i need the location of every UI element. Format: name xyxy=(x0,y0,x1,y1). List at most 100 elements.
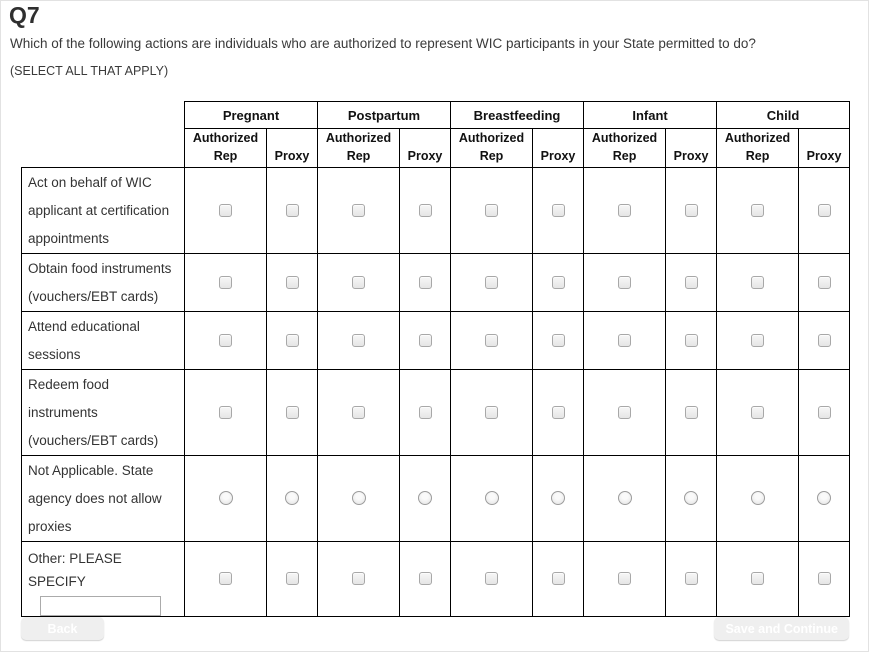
checkbox[interactable] xyxy=(219,333,232,347)
checkbox[interactable] xyxy=(352,572,365,586)
answer-cell xyxy=(266,311,318,370)
column-group-breastfeeding: Breastfeeding xyxy=(450,101,585,129)
checkbox[interactable] xyxy=(684,572,698,586)
checkbox[interactable] xyxy=(618,405,632,419)
checkbox[interactable] xyxy=(418,572,432,586)
radio-button[interactable] xyxy=(750,491,765,506)
checkbox[interactable] xyxy=(817,333,831,347)
answer-cell xyxy=(665,369,718,456)
checkbox[interactable] xyxy=(551,405,565,419)
checkbox[interactable] xyxy=(352,203,365,217)
row-label-text: Attend educational sessions xyxy=(28,319,140,362)
corner-spacer xyxy=(22,102,185,168)
checkbox[interactable] xyxy=(684,203,698,217)
radio-button[interactable] xyxy=(285,491,299,506)
radio-button[interactable] xyxy=(218,491,233,506)
checkbox[interactable] xyxy=(418,405,432,419)
checkbox[interactable] xyxy=(684,333,698,347)
checkbox[interactable] xyxy=(618,203,632,217)
radio-button[interactable] xyxy=(484,491,499,506)
radio-button[interactable] xyxy=(551,491,566,506)
checkbox[interactable] xyxy=(751,572,765,586)
checkbox[interactable] xyxy=(219,203,232,217)
checkbox[interactable] xyxy=(684,275,698,289)
answer-cell xyxy=(798,167,851,254)
answer-cell xyxy=(716,253,800,312)
checkbox[interactable] xyxy=(485,333,499,347)
checkbox[interactable] xyxy=(551,203,565,217)
checkbox[interactable] xyxy=(352,405,365,419)
checkbox[interactable] xyxy=(285,275,299,289)
radio-button[interactable] xyxy=(684,491,699,506)
row-label: Redeem food instruments (vouchers/EBT ca… xyxy=(21,369,185,456)
subheader-authorized-rep: Authorized Rep xyxy=(317,128,400,168)
checkbox[interactable] xyxy=(817,572,831,586)
checkbox[interactable] xyxy=(551,275,565,289)
answer-cell xyxy=(450,455,534,542)
checkbox[interactable] xyxy=(219,572,232,586)
checkbox[interactable] xyxy=(485,405,499,419)
answer-cell xyxy=(583,455,667,542)
row-label: Attend educational sessions xyxy=(21,311,185,370)
checkbox[interactable] xyxy=(285,405,299,419)
checkbox[interactable] xyxy=(817,275,831,289)
table-row: Act on behalf of WIC applicant at certif… xyxy=(21,167,851,254)
answer-cell xyxy=(716,541,800,617)
row-label-text: Other: PLEASE SPECIFY xyxy=(28,551,122,589)
checkbox[interactable] xyxy=(618,333,632,347)
answer-cell xyxy=(583,541,667,617)
checkbox[interactable] xyxy=(352,275,365,289)
question-instruction: (SELECT ALL THAT APPLY) xyxy=(10,64,169,78)
checkbox[interactable] xyxy=(751,203,765,217)
checkbox[interactable] xyxy=(618,275,632,289)
radio-button[interactable] xyxy=(817,491,832,506)
row-label-text: Not Applicable. State agency does not al… xyxy=(28,463,162,534)
checkbox[interactable] xyxy=(418,275,432,289)
radio-button[interactable] xyxy=(351,491,366,506)
checkbox[interactable] xyxy=(285,203,299,217)
answer-cell xyxy=(266,541,318,617)
checkbox[interactable] xyxy=(751,275,765,289)
checkbox[interactable] xyxy=(485,572,499,586)
row-label-text: Obtain food instruments (vouchers/EBT ca… xyxy=(28,261,172,304)
checkbox[interactable] xyxy=(751,333,765,347)
answer-cell xyxy=(450,369,534,456)
checkbox[interactable] xyxy=(817,203,831,217)
subheader-authorized-rep: Authorized Rep xyxy=(450,128,534,168)
checkbox[interactable] xyxy=(352,333,365,347)
answer-cell xyxy=(583,311,667,370)
answer-cell xyxy=(266,167,318,254)
save-and-continue-button[interactable]: Save and Continue xyxy=(714,617,849,640)
answer-cell xyxy=(317,541,400,617)
checkbox[interactable] xyxy=(418,333,432,347)
answer-cell xyxy=(798,369,851,456)
checkbox[interactable] xyxy=(684,405,698,419)
checkbox[interactable] xyxy=(285,333,299,347)
answer-cell xyxy=(716,311,800,370)
column-group-pregnant: Pregnant xyxy=(184,101,318,129)
radio-button[interactable] xyxy=(617,491,632,506)
other-specify-input[interactable] xyxy=(40,596,161,616)
checkbox[interactable] xyxy=(551,572,565,586)
checkbox[interactable] xyxy=(618,572,632,586)
checkbox[interactable] xyxy=(751,405,765,419)
radio-button[interactable] xyxy=(418,491,432,506)
answer-cell xyxy=(716,455,800,542)
checkbox[interactable] xyxy=(418,203,432,217)
table-row: Attend educational sessions xyxy=(21,311,851,370)
checkbox[interactable] xyxy=(285,572,299,586)
column-group-postpartum: Postpartum xyxy=(316,101,452,129)
back-button[interactable]: Back xyxy=(21,617,104,640)
checkbox[interactable] xyxy=(485,275,499,289)
matrix-header: Pregnant Postpartum Breastfeeding Infant… xyxy=(22,101,851,168)
subheader-row: Authorized Rep Proxy Authorized Rep Prox… xyxy=(22,128,851,168)
checkbox[interactable] xyxy=(551,333,565,347)
checkbox[interactable] xyxy=(817,405,831,419)
answer-cell xyxy=(398,455,452,542)
answer-cell xyxy=(398,541,452,617)
checkbox[interactable] xyxy=(219,275,232,289)
checkbox[interactable] xyxy=(219,405,232,419)
subheader-proxy: Proxy xyxy=(798,128,851,168)
subheader-proxy: Proxy xyxy=(665,128,718,168)
checkbox[interactable] xyxy=(485,203,499,217)
